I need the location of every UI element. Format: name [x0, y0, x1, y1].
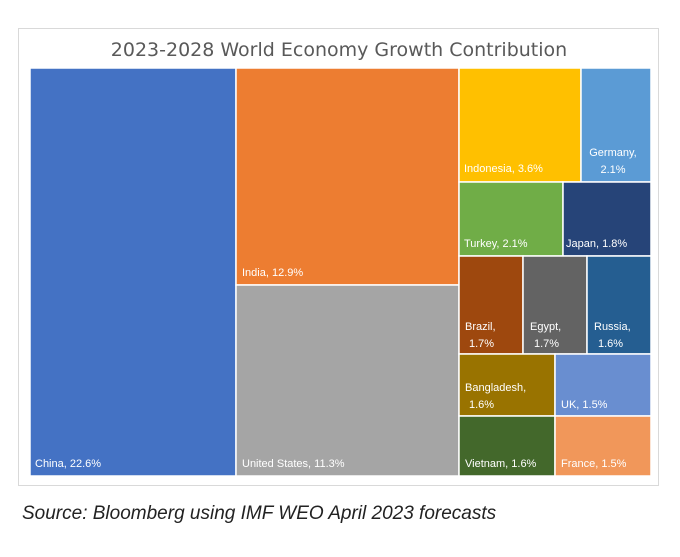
- tile-label-egypt: Egypt, 1.7%: [530, 321, 561, 350]
- tile-china: [29, 67, 237, 477]
- source-caption: Source: Bloomberg using IMF WEO April 20…: [22, 503, 497, 524]
- tile-france: [554, 415, 652, 477]
- tile-label-indonesia: Indonesia, 3.6%: [464, 163, 543, 175]
- tile-label-france: France, 1.5%: [561, 458, 627, 470]
- tile-label-vietnam: Vietnam, 1.6%: [465, 458, 537, 470]
- treemap-tiles: China, 22.6% India, 12.9% United States, 1…: [29, 67, 652, 477]
- tile-label-japan: Japan, 1.8%: [566, 238, 627, 250]
- tile-japan: [562, 181, 652, 257]
- tile-label-russia: Russia, 1.6%: [594, 321, 631, 350]
- tile-brazil: [458, 255, 524, 355]
- tile-turkey: [458, 181, 564, 257]
- tile-label-uk: UK, 1.5%: [561, 399, 608, 411]
- tile-label-united-states: United States, 11.3%: [242, 458, 345, 470]
- chart-title: 2023-2028 World Economy Growth Contribut…: [111, 39, 567, 61]
- tile-label-india: India, 12.9%: [242, 267, 303, 279]
- tile-united-states: [235, 284, 460, 477]
- tile-label-germany: Germany, 2.1%: [589, 147, 636, 176]
- tile-egypt: [522, 255, 588, 355]
- tile-label-bangladesh: Bangladesh, 1.6%: [465, 382, 526, 411]
- tile-india: [235, 67, 460, 286]
- tile-label-china: China, 22.6%: [35, 458, 101, 470]
- tile-vietnam: [458, 415, 556, 477]
- tile-indonesia: [458, 67, 582, 183]
- tile-label-brazil: Brazil, 1.7%: [465, 321, 496, 350]
- tile-label-turkey: Turkey, 2.1%: [464, 238, 528, 250]
- tile-germany: [580, 67, 652, 183]
